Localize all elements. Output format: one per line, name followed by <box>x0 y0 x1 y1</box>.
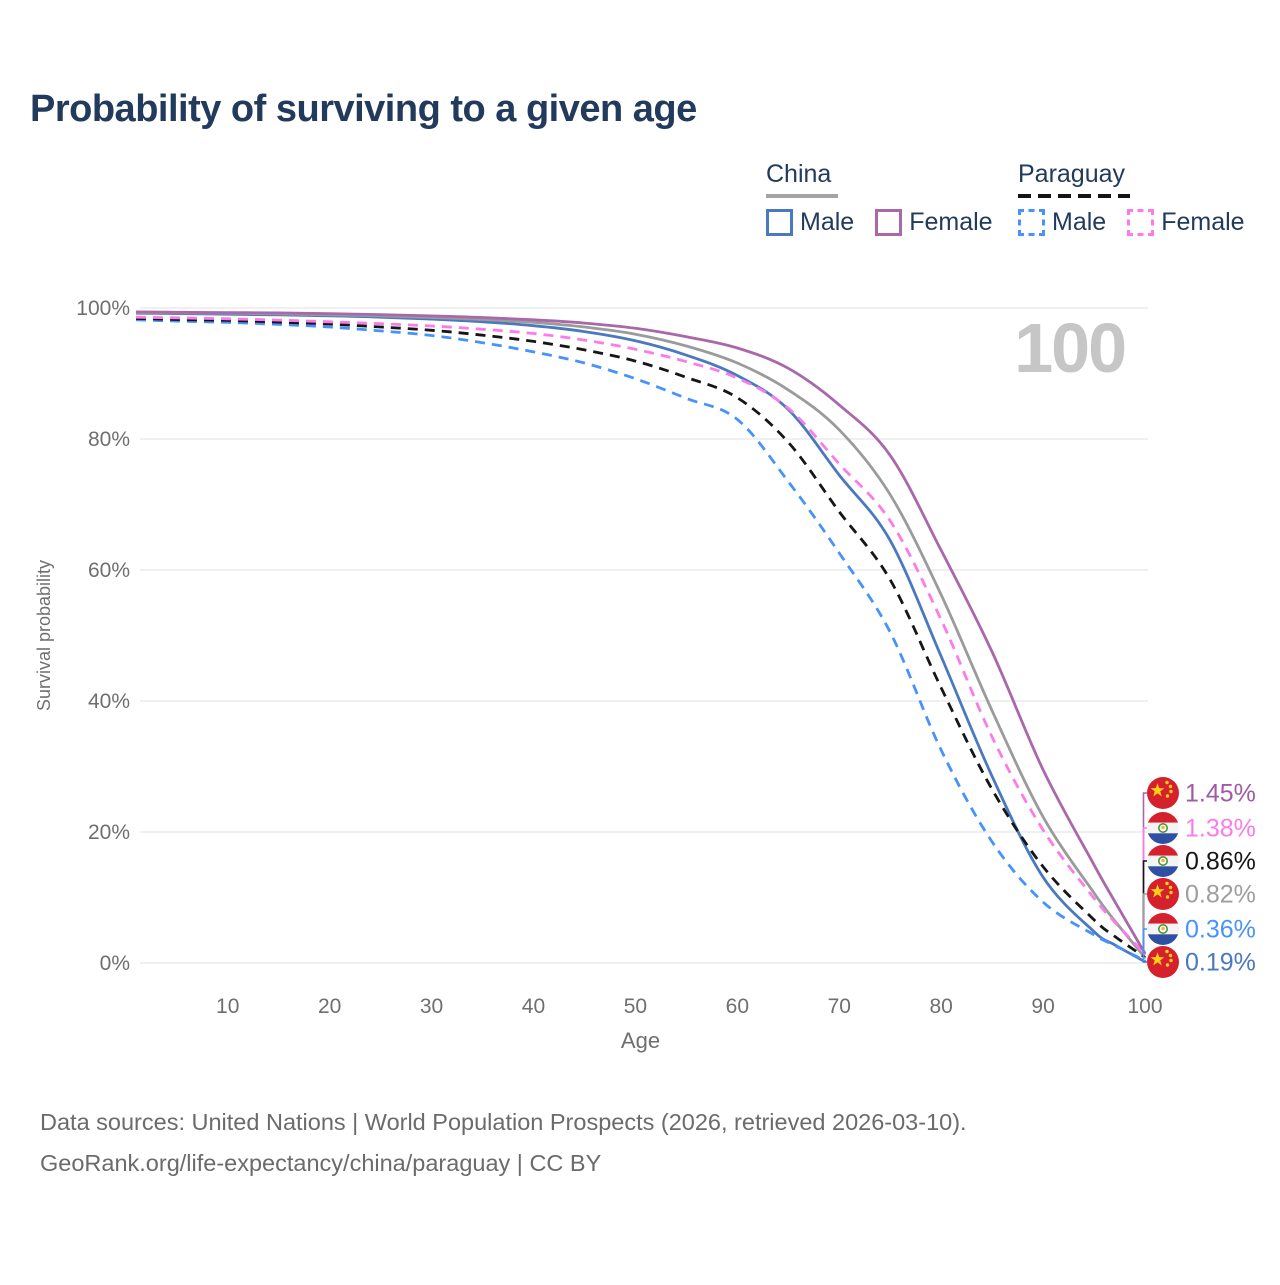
paraguay-flag-icon <box>1147 913 1179 945</box>
y-tick-label: 40% <box>88 690 130 713</box>
x-tick-label: 90 <box>1031 995 1054 1018</box>
legend-item-label: Female <box>909 208 992 237</box>
china-flag-icon <box>1147 777 1179 809</box>
y-axis-title: Survival probability <box>34 560 54 711</box>
y-tick-label: 60% <box>88 559 130 582</box>
x-tick-label: 30 <box>420 995 443 1018</box>
paraguay-flag-icon <box>1147 845 1179 877</box>
end-value-label: 0.19% <box>1185 949 1256 977</box>
x-tick-label: 10 <box>216 995 239 1018</box>
legend-item-label: Female <box>1161 208 1244 237</box>
legend-group-china: China Male Female <box>766 160 1014 237</box>
curve-paraguay-female[interactable] <box>136 317 1145 954</box>
x-axis-title: Age <box>621 1028 660 1053</box>
x-tick-label: 50 <box>624 995 647 1018</box>
end-value-label: 1.38% <box>1185 815 1256 843</box>
china-male-swatch-icon <box>766 209 793 236</box>
x-tick-label: 100 <box>1127 995 1162 1018</box>
footer: Data sources: United Nations | World Pop… <box>40 1102 1190 1184</box>
legend-item-china-female[interactable]: Female <box>875 208 1013 237</box>
legend-item-paraguay-female[interactable]: Female <box>1127 208 1265 237</box>
x-tick-label: 40 <box>522 995 545 1018</box>
end-value-label: 0.36% <box>1185 916 1256 944</box>
x-tick-label: 20 <box>318 995 341 1018</box>
footer-data-sources: Data sources: United Nations | World Pop… <box>40 1102 1190 1143</box>
paraguay-female-swatch-icon <box>1127 209 1154 236</box>
legend-item-china-male[interactable]: Male <box>766 208 875 237</box>
y-tick-label: 20% <box>88 821 130 844</box>
x-tick-label: 60 <box>726 995 749 1018</box>
hovered-age-indicator: 100 <box>1014 309 1125 387</box>
china-solid-line-style-icon <box>766 194 838 198</box>
end-value-label: 0.86% <box>1185 848 1256 876</box>
curve-paraguay-total[interactable] <box>136 319 1145 958</box>
legend-group-paraguay: Paraguay Male Female <box>1018 160 1266 237</box>
china-flag-icon <box>1147 946 1179 978</box>
curve-china-male[interactable] <box>136 313 1145 962</box>
china-female-swatch-icon <box>875 209 902 236</box>
legend-item-label: Male <box>1052 208 1106 237</box>
china-flag-icon <box>1147 878 1179 910</box>
legend-item-label: Male <box>800 208 854 237</box>
x-tick-label: 70 <box>828 995 851 1018</box>
y-tick-label: 0% <box>100 952 130 975</box>
end-label-china-male: 0.19% <box>1144 946 1256 978</box>
end-value-label: 1.45% <box>1185 780 1256 808</box>
legend-item-paraguay-male[interactable]: Male <box>1018 208 1127 237</box>
legend-group-china-title: China <box>766 160 831 188</box>
end-value-label: 0.82% <box>1185 881 1256 909</box>
legend-group-paraguay-title: Paraguay <box>1018 160 1125 188</box>
y-tick-label: 100% <box>76 297 130 320</box>
paraguay-dashed-line-style-icon <box>1018 194 1130 198</box>
y-tick-label: 80% <box>88 428 130 451</box>
curve-china-total[interactable] <box>136 313 1145 958</box>
paraguay-flag-icon <box>1147 812 1179 844</box>
curve-china-female[interactable] <box>136 312 1145 954</box>
curve-paraguay-male[interactable] <box>136 320 1145 961</box>
paraguay-male-swatch-icon <box>1018 209 1045 236</box>
footer-attribution: GeoRank.org/life-expectancy/china/paragu… <box>40 1143 1190 1184</box>
x-tick-label: 80 <box>929 995 952 1018</box>
